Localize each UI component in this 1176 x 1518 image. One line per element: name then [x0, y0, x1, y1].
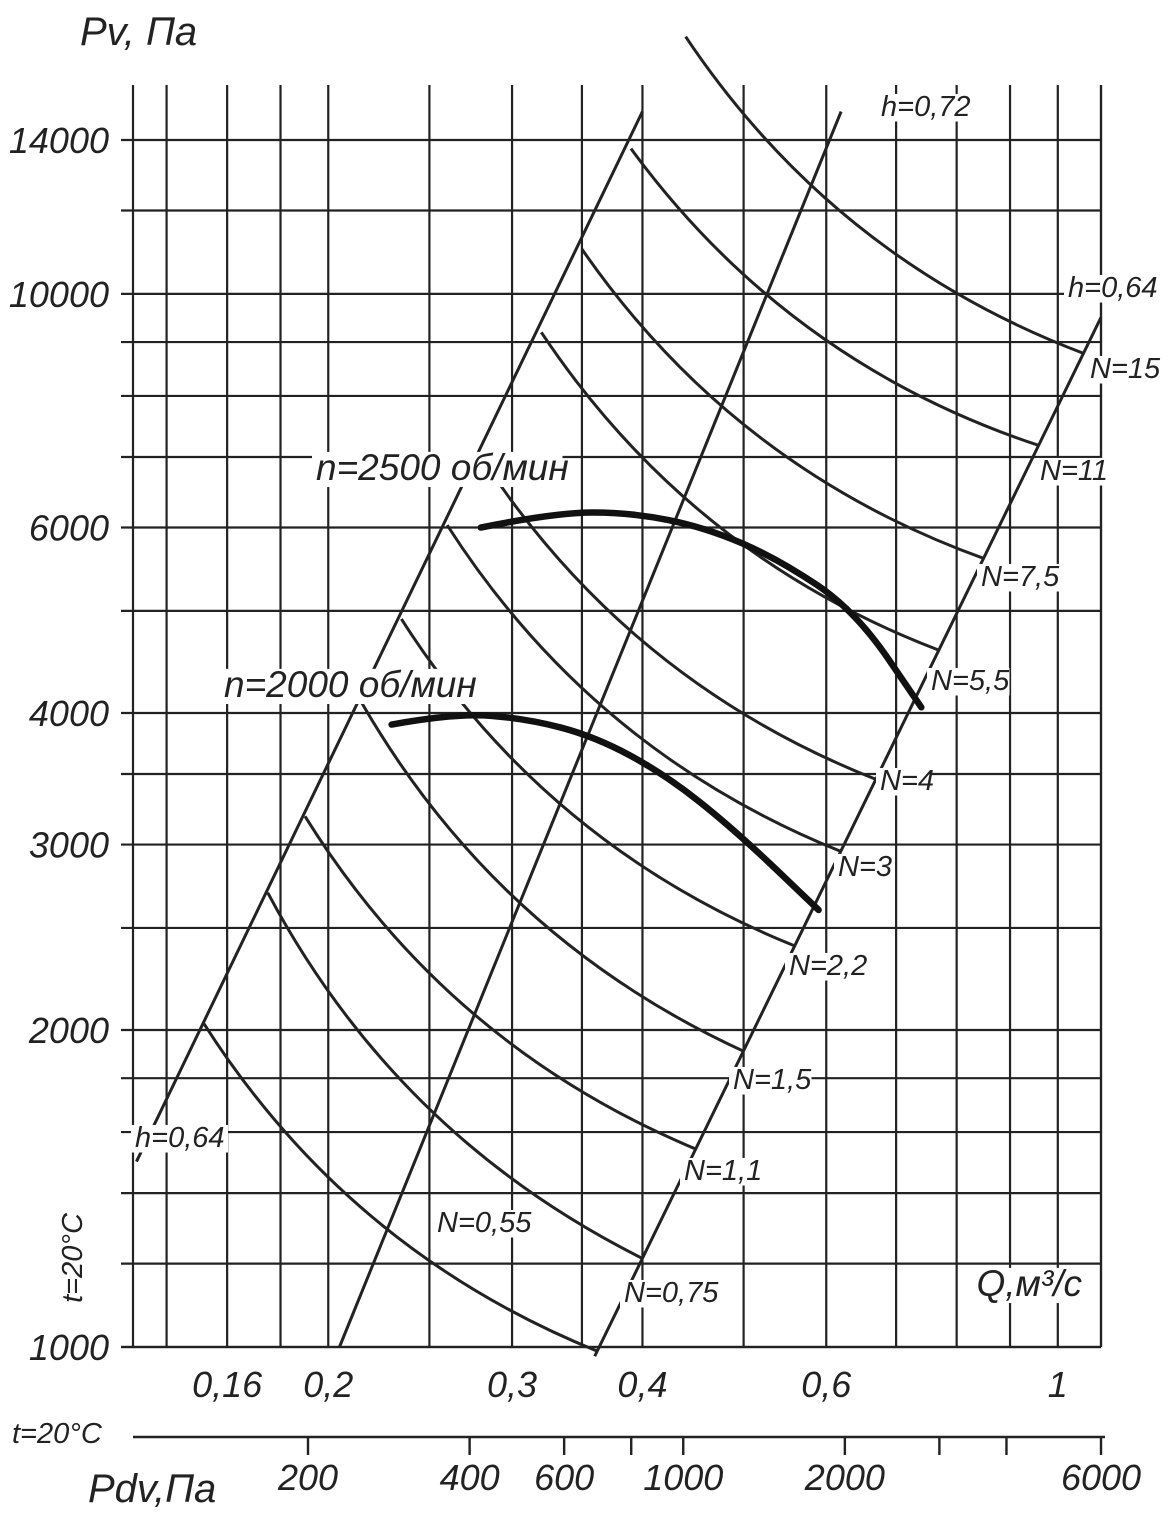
- power-curve-5: [445, 524, 842, 853]
- grid: [121, 85, 1103, 1349]
- efficiency-label-2: h=0,64: [1068, 272, 1158, 304]
- power-label-8: N=7,5: [981, 561, 1060, 593]
- power-curve-9: [629, 147, 1040, 448]
- efficiency-line-mid: [338, 110, 843, 1348]
- x-axis-title-bg: [965, 1267, 1086, 1304]
- y-tick-label-6: 1000: [29, 1327, 109, 1368]
- efficiency-label-1: h=0,72: [881, 91, 971, 123]
- power-label-0: N=0,55: [437, 1207, 532, 1239]
- y-tick-label-2: 6000: [29, 508, 109, 549]
- y-tick-label-0: 14000: [9, 120, 109, 161]
- y-axis-title: Pv, Па: [80, 10, 197, 54]
- power-label-4-bg: [785, 952, 868, 981]
- power-curve-2: [303, 815, 697, 1151]
- y-tick-label-5: 2000: [28, 1010, 109, 1051]
- speed-label-2000: n=2000 об/мин: [224, 664, 477, 705]
- pdv-tick-label-0: 200: [277, 1457, 338, 1498]
- speed-curve-0: [388, 712, 822, 914]
- efficiency-label-2-bg: [1064, 274, 1161, 303]
- power-label-3: N=1,5: [733, 1064, 812, 1096]
- x-tick-label-1: 0,2: [303, 1364, 353, 1405]
- power-label-5-bg: [834, 853, 888, 882]
- power-curve-1: [266, 891, 644, 1260]
- temp-left-label: t=20°C: [57, 1212, 89, 1303]
- power-label-8-bg: [977, 563, 1060, 592]
- y-tick-label-4: 3000: [29, 825, 109, 866]
- x-axis-title: Q,м³/с: [976, 1263, 1082, 1304]
- pdv-tick-label-5: 6000: [1061, 1457, 1141, 1498]
- pdv-tick-label-4: 2000: [804, 1457, 885, 1498]
- efficiency-line-left: [135, 110, 644, 1163]
- efficiency-line-right: [593, 316, 1103, 1357]
- power-label-6-bg: [876, 767, 930, 796]
- y-tick-label-3: 4000: [29, 693, 109, 734]
- power-label-5: N=3: [838, 851, 892, 883]
- power-label-3-bg: [729, 1066, 812, 1095]
- power-curve-10: [684, 35, 1085, 355]
- power-label-10: N=15: [1090, 353, 1161, 385]
- pdv-axis-title: Pdv,Па: [88, 1467, 216, 1511]
- pdv-tick-label-2: 600: [534, 1457, 594, 1498]
- efficiency-label-0-bg: [131, 1124, 228, 1153]
- power-curve-6: [479, 455, 877, 781]
- x-tick-label-0: 0,16: [192, 1364, 263, 1405]
- power-curve-3: [359, 700, 745, 1053]
- power-label-0-bg: [433, 1209, 530, 1238]
- power-label-1: N=0,75: [624, 1277, 719, 1309]
- power-curve-7: [540, 331, 940, 652]
- power-label-1-bg: [620, 1279, 717, 1308]
- x-tick-label-5: 1: [1048, 1364, 1068, 1405]
- speed-label-2500: n=2500 об/мин: [316, 447, 569, 488]
- x-tick-label-4: 0,6: [801, 1364, 852, 1405]
- power-label-2: N=1,1: [684, 1155, 762, 1187]
- power-label-4: N=2,2: [789, 950, 867, 982]
- efficiency-label-0: h=0,64: [135, 1122, 225, 1154]
- pdv-tick-label-1: 400: [440, 1457, 500, 1498]
- power-label-2-bg: [680, 1157, 763, 1186]
- x-tick-label-2: 0,3: [487, 1364, 537, 1405]
- speed-label-2000-bg: [220, 668, 471, 705]
- power-curve-8: [580, 248, 985, 560]
- y-tick-label-1: 10000: [9, 274, 109, 315]
- speed-label-2500-bg: [312, 451, 563, 488]
- power-label-6: N=4: [880, 765, 934, 797]
- temp-bottom-label: t=20°C: [12, 1418, 103, 1450]
- pdv-tick-label-3: 1000: [643, 1457, 723, 1498]
- power-label-7: N=5,5: [931, 665, 1010, 697]
- efficiency-label-1-bg: [877, 93, 974, 122]
- power-label-9: N=11: [1040, 455, 1108, 487]
- power-label-10-bg: [1086, 355, 1154, 384]
- power-label-9-bg: [1036, 457, 1104, 486]
- power-label-7-bg: [927, 667, 1010, 696]
- power-curve-0: [202, 1022, 598, 1353]
- speed-curve-1: [477, 509, 925, 711]
- x-tick-label-3: 0,4: [617, 1364, 667, 1405]
